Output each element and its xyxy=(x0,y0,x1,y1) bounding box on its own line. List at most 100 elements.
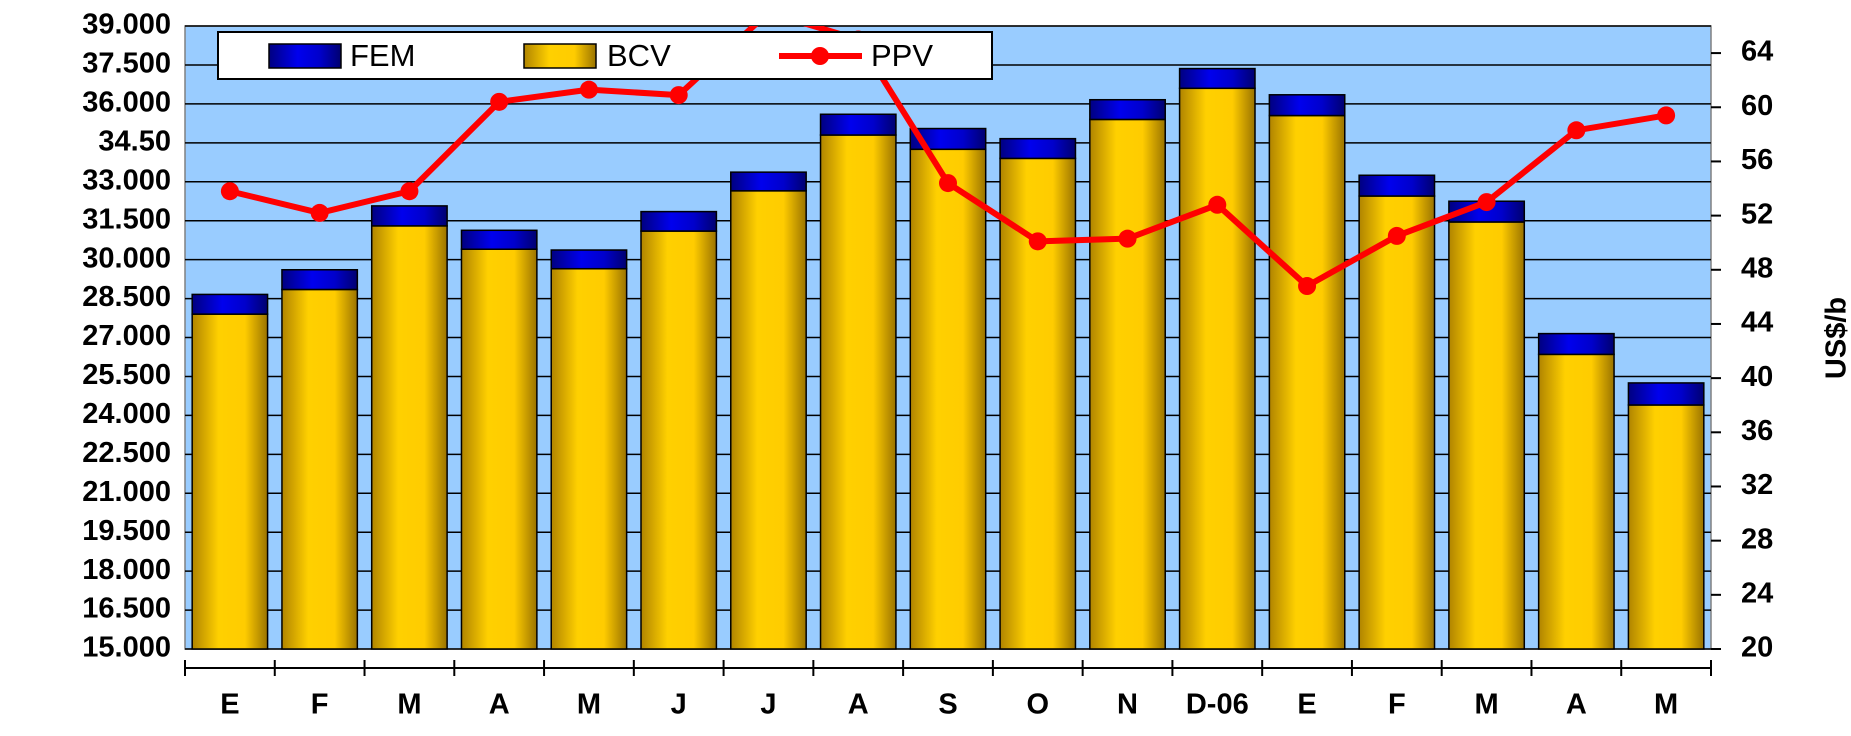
line-marker xyxy=(579,80,598,99)
bar-segment xyxy=(909,127,987,151)
y-tick-label: 34.50 xyxy=(98,125,171,157)
bar-segment xyxy=(730,171,807,192)
x-tick-label: M xyxy=(397,689,421,721)
legend-label: FEM xyxy=(350,38,415,73)
y-tick-label: 21.000 xyxy=(82,476,171,508)
line-marker xyxy=(1387,226,1406,245)
line-marker xyxy=(1208,195,1227,214)
bar-segment xyxy=(1358,195,1436,650)
line-marker xyxy=(310,203,329,222)
y-tick-label: 37.500 xyxy=(82,48,171,80)
legend-swatch xyxy=(268,43,342,69)
x-tick-label: F xyxy=(311,689,329,721)
y-tick-label: 25.500 xyxy=(82,359,171,391)
bar-segment xyxy=(1537,353,1615,650)
line-marker xyxy=(1118,229,1137,248)
x-tick-label: E xyxy=(1297,689,1316,721)
bar-segment xyxy=(640,210,718,232)
bar-segment xyxy=(281,268,359,291)
legend-swatch xyxy=(523,43,597,69)
y2-tick-label: 24 xyxy=(1741,577,1773,609)
bar-segment xyxy=(460,248,538,650)
y-tick-label: 39.000 xyxy=(82,9,171,41)
y-tick-label: 16.500 xyxy=(82,593,171,625)
bar-segment xyxy=(191,293,269,315)
bar-segment xyxy=(550,267,628,650)
legend-box xyxy=(217,31,993,80)
bar-segment xyxy=(819,134,897,650)
bar-segment xyxy=(191,313,269,650)
x-tick-label: M xyxy=(577,689,601,721)
bar-segment xyxy=(1089,118,1166,650)
y-tick-label: 30.000 xyxy=(82,242,171,274)
bar-segment xyxy=(1358,174,1436,197)
bar-segment xyxy=(1089,98,1166,121)
bar-segment xyxy=(999,157,1077,650)
x-tick-label: A xyxy=(848,689,869,721)
bar-segment xyxy=(370,205,448,227)
y-tick-label: 19.500 xyxy=(82,515,171,547)
bar-segment xyxy=(370,225,448,650)
x-tick-label: N xyxy=(1117,689,1138,721)
x-tick-label: D-06 xyxy=(1186,689,1249,721)
y2-tick-label: 36 xyxy=(1741,415,1773,447)
line-marker xyxy=(759,3,777,21)
y2-tick-label: 32 xyxy=(1741,469,1773,501)
y-tick-label: 33.000 xyxy=(82,164,171,196)
x-tick-label: S xyxy=(938,689,957,721)
x-tick-label: E xyxy=(220,689,239,721)
line-marker xyxy=(1028,232,1047,251)
y2-tick-label: 60 xyxy=(1741,90,1773,122)
x-tick-label: O xyxy=(1026,689,1049,721)
bar-segment xyxy=(1268,94,1346,117)
y2-axis-label: US$/b xyxy=(1821,297,1851,379)
bar-segment xyxy=(1627,382,1705,406)
y2-tick-label: 52 xyxy=(1741,198,1773,230)
line-marker xyxy=(1298,277,1317,296)
bar-segment xyxy=(909,148,987,650)
line-marker xyxy=(1567,121,1586,140)
legend-marker xyxy=(811,47,829,65)
y2-tick-label: 48 xyxy=(1741,252,1773,284)
bar-segment xyxy=(460,229,538,250)
legend-label: BCV xyxy=(607,38,671,73)
line-marker xyxy=(1477,193,1496,212)
legend-label: PPV xyxy=(871,38,933,73)
bar-segment xyxy=(1178,67,1256,90)
x-tick-label: J xyxy=(760,689,776,721)
y2-tick-label: 28 xyxy=(1741,523,1773,555)
y-tick-label: 15.000 xyxy=(82,632,171,664)
y2-tick-label: 44 xyxy=(1741,307,1773,339)
line-marker xyxy=(939,174,957,193)
x-tick-label: J xyxy=(671,689,687,721)
bar-segment xyxy=(1537,332,1615,356)
y2-tick-label: 56 xyxy=(1741,144,1773,176)
y2-tick-label: 20 xyxy=(1741,632,1773,664)
x-tick-label: A xyxy=(489,689,510,721)
x-tick-label: M xyxy=(1475,689,1499,721)
y-tick-label: 27.000 xyxy=(82,320,171,352)
x-tick-label: M xyxy=(1654,689,1678,721)
bar-segment xyxy=(640,230,718,650)
bar-segment xyxy=(281,288,359,650)
bar-segment xyxy=(999,137,1077,160)
y-tick-label: 22.500 xyxy=(82,437,171,469)
bar-segment xyxy=(1268,114,1346,650)
bar-segment xyxy=(1627,404,1705,650)
y-tick-label: 36.000 xyxy=(82,87,171,119)
line-marker xyxy=(400,182,419,201)
line-marker xyxy=(1657,106,1676,125)
line-marker xyxy=(220,182,239,201)
y2-tick-label: 64 xyxy=(1741,36,1773,68)
y-tick-label: 24.000 xyxy=(82,398,171,430)
bar-segment xyxy=(819,113,897,136)
line-marker xyxy=(669,86,688,105)
line-marker xyxy=(490,92,509,111)
y-tick-label: 28.500 xyxy=(82,281,171,313)
bar-segment xyxy=(1178,87,1256,650)
y-tick-label: 31.500 xyxy=(82,203,171,235)
x-tick-label: A xyxy=(1566,689,1587,721)
bar-segment xyxy=(550,249,628,270)
